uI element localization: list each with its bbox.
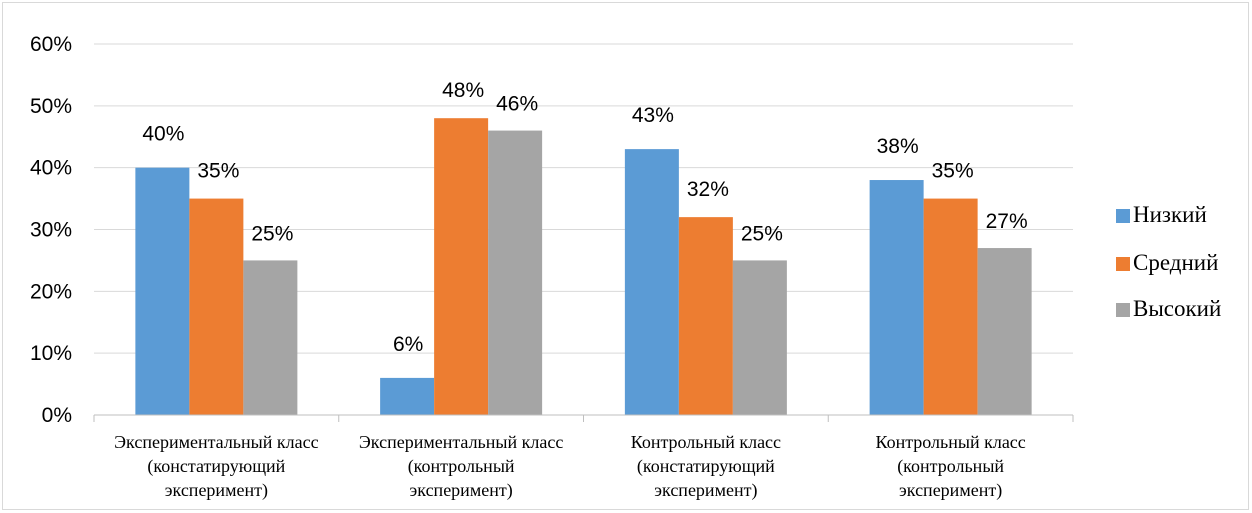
y-tick-label: 40% <box>30 157 72 180</box>
x-category-label: (контрольный <box>897 456 1004 477</box>
bar-Высокий-0 <box>243 260 298 415</box>
legend-item-Средний: Средний <box>1116 250 1218 275</box>
data-label: 27% <box>986 210 1028 233</box>
legend-item-Высокий: Высокий <box>1116 296 1221 321</box>
x-category-label: эксперимент) <box>654 480 757 501</box>
x-category-label: эксперимент) <box>165 480 268 501</box>
bar-Низкий-3 <box>869 180 924 415</box>
x-category-label: (констатирующий <box>637 456 775 477</box>
y-tick-label: 20% <box>30 280 72 303</box>
data-label: 25% <box>251 222 293 245</box>
data-label: 35% <box>932 160 974 183</box>
bar-Высокий-3 <box>977 248 1032 415</box>
y-tick-label: 30% <box>30 219 72 242</box>
legend-swatch <box>1116 209 1130 223</box>
legend: Низкий Средний Высокий <box>1116 202 1221 321</box>
x-category-label: Контрольный класс <box>875 432 1025 452</box>
x-category-label: Экспериментальный класс <box>359 432 563 452</box>
x-category-label: Контрольный класс <box>631 432 781 452</box>
y-tick-label: 60% <box>30 33 72 56</box>
data-label: 35% <box>197 160 239 183</box>
legend-label: Низкий <box>1133 202 1207 227</box>
legend-label: Высокий <box>1133 296 1221 321</box>
y-tick-label: 50% <box>30 95 72 118</box>
bar-Средний-3 <box>923 198 978 415</box>
data-label: 6% <box>393 333 423 356</box>
legend-label: Средний <box>1133 250 1218 275</box>
bar-Высокий-2 <box>732 260 787 415</box>
x-category-label: эксперимент) <box>410 480 513 501</box>
x-category-label: (констатирующий <box>147 456 285 477</box>
legend-swatch <box>1116 257 1130 271</box>
bars <box>135 118 1032 416</box>
x-category-label: эксперимент) <box>899 480 1002 501</box>
data-label: 38% <box>877 135 919 158</box>
data-label: 48% <box>442 79 484 102</box>
bar-Средний-0 <box>189 198 244 415</box>
y-tick-label: 10% <box>30 342 72 365</box>
y-tick-label: 0% <box>42 404 72 427</box>
y-axis: 0% 10% 20% 30% 40% 50% 60% <box>30 33 72 427</box>
data-label: 46% <box>496 93 538 116</box>
data-label: 25% <box>741 222 783 245</box>
data-label: 40% <box>142 123 184 146</box>
bar-Низкий-2 <box>624 149 679 415</box>
bar-Низкий-0 <box>135 167 190 415</box>
legend-swatch <box>1116 303 1130 317</box>
legend-item-Низкий: Низкий <box>1116 202 1207 227</box>
x-axis: Экспериментальный класс (констатирующий эк… <box>93 414 1074 501</box>
data-label: 43% <box>632 104 674 127</box>
bar-Низкий-1 <box>380 377 435 415</box>
bar-Средний-1 <box>434 118 489 415</box>
data-label: 32% <box>687 178 729 201</box>
bar-Средний-2 <box>678 217 733 415</box>
bar-Высокий-1 <box>488 130 543 416</box>
data-labels: 40% 6% 43% 38% 35% 48% 32% 35% 25% 46% 25% 27% <box>142 79 1027 356</box>
x-category-label: (контрольный <box>408 456 515 477</box>
x-category-label: Экспериментальный класс <box>114 432 318 452</box>
